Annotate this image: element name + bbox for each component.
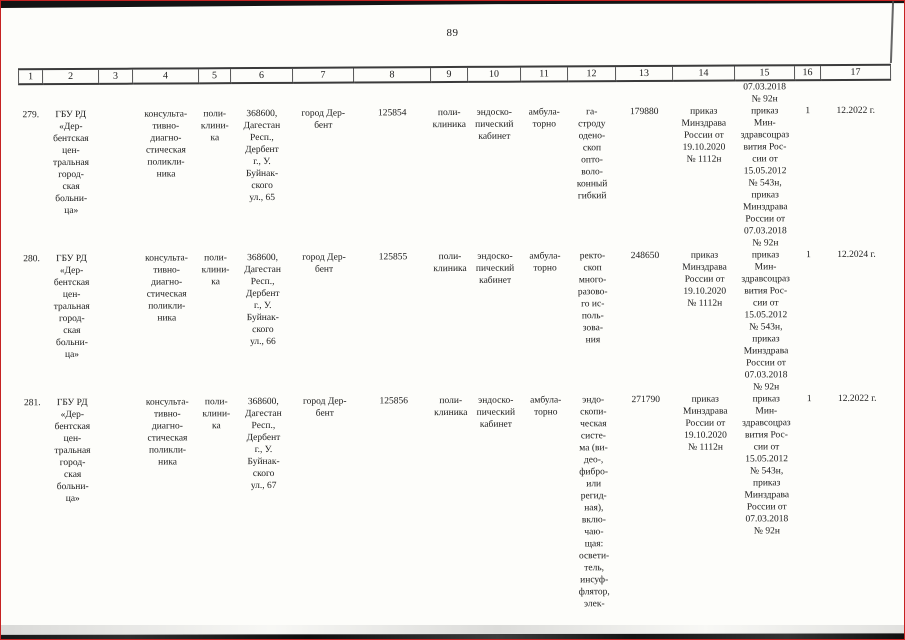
table-cell	[100, 397, 135, 613]
equipment-cell: ректо- скоп много- разово- го ис- поль- …	[577, 251, 608, 346]
column-header: 16	[794, 65, 821, 81]
facility-type-cell: поли- клини- ка	[200, 109, 229, 144]
carryover-order-text: 07.03.2018 № 92н	[743, 82, 787, 105]
scan-artifact-bottom-edge	[1, 633, 904, 639]
column-header: 8	[353, 67, 431, 83]
equipment-code-cell: 248650	[630, 250, 660, 262]
quantity-cell: 1	[805, 106, 811, 117]
column-header: 2	[42, 68, 99, 85]
column-header: 7	[292, 67, 354, 83]
scan-artifact-bottom-fuzz	[1, 625, 904, 634]
address-cell: 368600, Дагестан Респ., Дербент г., У. Б…	[243, 108, 281, 204]
order-cell: приказ Минздрава России от 19.10.2020 № …	[682, 394, 728, 453]
institution-cell: ГБУ РД «Дер- бентская цен- тральная горо…	[53, 253, 90, 361]
address-cell: 368600, Дагестан Респ., Дербент г., У. Б…	[244, 396, 282, 492]
date-cell: 12.2024 г.	[837, 249, 876, 260]
equipment-cell: эндо- скопи- ческая систе- ма (ви- део-,…	[578, 395, 610, 610]
code-cell: 125855	[378, 252, 408, 263]
care-mode-cell: амбула- торно	[529, 251, 561, 274]
city-cell: город Дер- бент	[302, 396, 347, 419]
unit-cell: поли- клиника	[432, 107, 466, 131]
institution-cell: ГБУ РД «Дер- бентская цен- тральная горо…	[52, 109, 90, 217]
column-header: 4	[132, 68, 199, 84]
column-header: 11	[520, 66, 568, 82]
table-row: 281. ГБУ РД «Дер- бентская цен- тральная…	[20, 393, 893, 614]
division-cell: консульта- тивно- диагно- стическая поли…	[145, 253, 188, 324]
facility-type-cell: поли- клини- ка	[201, 253, 230, 288]
row-number-cell: 281.	[23, 398, 41, 409]
order-cell: приказ Мин- здравсоцраз вития Рос- сии о…	[740, 106, 790, 249]
column-header: 5	[198, 68, 231, 84]
address-cell: 368600, Дагестан Респ., Дербент г., У. Б…	[244, 252, 281, 348]
city-cell: город Дер- бент	[302, 252, 346, 275]
city-cell: город Дер- бент	[301, 108, 346, 131]
division-cell: консульта- тивно- диагно- стическая поли…	[144, 109, 188, 180]
table-row: 280. ГБУ РД «Дер- бентская цен- тральная…	[19, 249, 892, 398]
column-header: 10	[467, 66, 521, 82]
column-header: 6	[230, 67, 293, 84]
equipment-code-cell: 271790	[631, 394, 661, 406]
order-cell: приказ Мин- здравсоцраз вития Рос- сии о…	[741, 250, 790, 393]
column-header: 3	[98, 68, 133, 84]
order-cell: приказ Минздрава России от 19.10.2020 № …	[682, 250, 727, 309]
column-header: 13	[615, 65, 673, 82]
date-cell: 12.2022 г.	[836, 105, 875, 117]
institution-cell: ГБУ РД «Дер- бентская цен- тральная горо…	[54, 397, 91, 505]
unit-cell: поли- клиника	[433, 251, 467, 275]
equipment-cell: га- строду одено- скоп опто- воло- конны…	[576, 107, 608, 202]
quantity-cell: 1	[806, 394, 812, 405]
date-cell: 12.2022 г.	[837, 393, 877, 404]
care-mode-cell: амбула- торно	[528, 107, 560, 130]
column-header: 12	[567, 66, 616, 82]
division-cell: консульта- тивно- диагно- стическая поли…	[145, 397, 189, 468]
code-cell: 125856	[379, 396, 409, 407]
code-cell: 125854	[377, 108, 407, 119]
facility-type-cell: поли- клини- ка	[202, 397, 231, 432]
row-number-cell: 279.	[22, 110, 40, 121]
column-header: 15	[734, 65, 795, 81]
table-row: 279. ГБУ РД «Дер- бентская цен- тральная…	[19, 105, 892, 254]
order-cell: приказ Минздрава России от 19.10.2020 № …	[681, 106, 727, 165]
care-mode-cell: амбула- торно	[530, 395, 562, 418]
column-header: 14	[672, 65, 735, 81]
cabinet-cell: эндоско- пический кабинет	[475, 251, 515, 286]
scan-artifact-top-edge	[1, 1, 904, 8]
table-cell	[99, 109, 134, 253]
order-cell: приказ Мин- здравсоцраз вития Рос- сии о…	[742, 394, 791, 537]
quantity-cell: 1	[806, 250, 811, 261]
cabinet-cell: эндоско- пический кабинет	[476, 395, 516, 430]
table-cell	[99, 253, 134, 397]
unit-cell: поли- клиника	[434, 395, 468, 419]
column-header: 9	[430, 66, 468, 83]
equipment-code-cell: 179880	[629, 106, 659, 118]
cabinet-cell: эндоско- пический кабинет	[475, 107, 514, 142]
column-header: 1	[18, 69, 43, 85]
column-header: 17	[820, 64, 891, 81]
page-number: 89	[446, 27, 459, 39]
row-number-cell: 280.	[23, 254, 40, 265]
equipment-registry-table: 1 2 3 4 5 6 7 8 9 10 11 12 13 14 15 16 1…	[18, 64, 894, 614]
